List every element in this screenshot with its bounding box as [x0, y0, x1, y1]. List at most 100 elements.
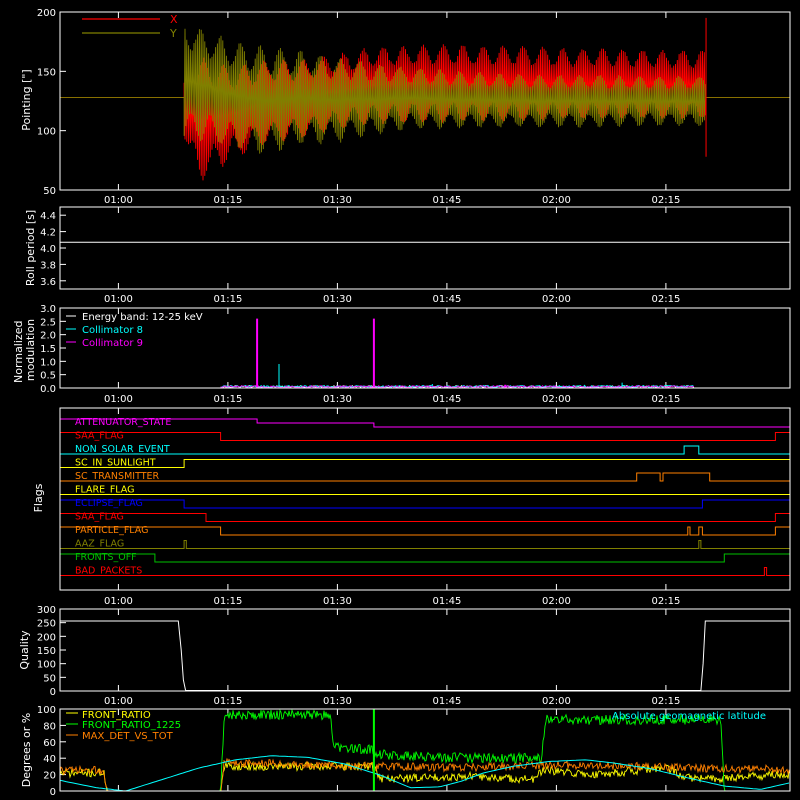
x-tick-label: 02:15: [651, 696, 680, 707]
y-tick-label: 150: [37, 646, 56, 657]
y-tick-label: 4.2: [40, 228, 56, 239]
modulation-series-1: [220, 384, 695, 389]
x-tick-label: 01:00: [104, 394, 133, 405]
pointing-panel: Pointing ["] 50 100 150 200 01:00 01:15 01:30…: [20, 8, 791, 206]
legend-label-energy: Energy band: 12-25 keV: [82, 312, 203, 323]
y-tick-label: 0: [50, 787, 56, 798]
x-tick-label: 01:00: [104, 596, 133, 607]
y-tick-label: 4.0: [40, 244, 56, 255]
flag-label-saa-flag: SAA_FLAG: [75, 431, 124, 442]
y-tick-label: 100: [37, 705, 56, 716]
modulation-yticks: 0.0 0.5 1.0 1.5 2.0 2.5 3.0: [40, 304, 56, 395]
pointing-legend: X Y: [82, 13, 178, 40]
y-tick-label: 200: [37, 632, 56, 643]
y-tick-label: 0.0: [40, 384, 56, 395]
pointing-ylabel: Pointing ["]: [20, 69, 33, 130]
flag-label-bad-packets: BAD_PACKETS: [75, 566, 142, 577]
flag-label-sc-in-sunlight: SC_IN_SUNLIGHT: [75, 458, 156, 469]
x-tick-label: 02:15: [651, 294, 680, 305]
flag-label-particle-flag: PARTICLE_FLAG: [75, 525, 148, 536]
y-tick-label: 1.0: [40, 357, 56, 368]
x-tick-label: 01:45: [432, 596, 461, 607]
quality-frame: [59, 608, 791, 692]
flags-xticks: 01:00 01:15 01:30 01:45 02:00 02:15: [104, 596, 680, 607]
flags-ylabel: Flags: [32, 483, 45, 512]
roll-period-xticks: 01:00 01:15 01:30 01:45 02:00 02:15: [104, 294, 680, 305]
y-tick-label: 50: [43, 186, 56, 197]
flags-frame: [59, 407, 791, 591]
legend-label-front-ratio-1225: FRONT_RATIO_1225: [82, 720, 181, 731]
modulation-plot-area: [60, 307, 695, 389]
y-tick-label: 300: [37, 605, 56, 616]
y-tick-label: 60: [43, 738, 56, 749]
modulation-ylabel-line2: modulation: [24, 319, 37, 381]
legend-label-x: X: [170, 13, 178, 26]
legend-label-collimator-8: Collimator 8: [82, 325, 143, 336]
y-tick-label: 100: [37, 660, 56, 671]
x-tick-label: 02:00: [542, 696, 571, 707]
quality-yticks: 0 50 100 150 200 250 300: [37, 605, 56, 698]
ratios-frame: [59, 708, 791, 792]
flag-label-eclipse-flag: ECLIPSE_FLAG: [75, 498, 143, 509]
x-tick-label: 01:15: [213, 294, 242, 305]
x-tick-label: 01:00: [104, 294, 133, 305]
x-tick-label: 02:15: [651, 394, 680, 405]
x-tick-label: 01:30: [323, 596, 352, 607]
flag-trace-fronts-off: [60, 553, 790, 563]
pointing-frame: [59, 11, 791, 191]
x-tick-label: 01:45: [432, 696, 461, 707]
modulation-xticks: 01:00 01:15 01:30 01:45 02:00 02:15: [104, 394, 680, 405]
y-tick-label: 3.6: [40, 277, 56, 288]
x-tick-label: 02:00: [542, 294, 571, 305]
flag-label-fronts-off: FRONTS_OFF: [75, 552, 137, 563]
ratios-legend: FRONT_RATIO FRONT_RATIO_1225 MAX_DET_VS_…: [66, 710, 766, 742]
x-tick-label: 01:30: [323, 294, 352, 305]
y-tick-label: 40: [43, 754, 56, 765]
ratio-series-3: [59, 755, 790, 792]
flag-trace-bad-packets: [60, 567, 790, 576]
legend-label-collimator-9: Collimator 9: [82, 338, 143, 349]
x-tick-label: 01:30: [323, 696, 352, 707]
y-tick-label: 200: [37, 8, 56, 19]
y-tick-label: 3.0: [40, 304, 56, 315]
y-tick-label: 250: [37, 619, 56, 630]
pointing-yticks: 50 100 150 200: [37, 8, 56, 197]
x-tick-label: 01:45: [432, 195, 461, 206]
quality-ylabel: Quality: [18, 630, 31, 670]
modulation-series-2: [220, 384, 694, 389]
y-tick-label: 150: [37, 67, 56, 78]
x-tick-label: 01:15: [213, 596, 242, 607]
flag-trace-sc-in-sunlight: [60, 459, 790, 468]
modulation-panel: Normalized modulation 0.0 0.5 1.0 1.5 2.0 2.5…: [12, 304, 791, 405]
y-tick-label: 4.4: [40, 211, 56, 222]
roll-period-frame: [59, 206, 791, 290]
y-tick-label: 0.5: [40, 371, 56, 382]
flag-trace-eclipse-flag: [60, 499, 790, 509]
modulation-ylabel-line1: Normalized: [12, 321, 25, 383]
quality-xticks: 01:00 01:15 01:30 01:45 02:00 02:15: [104, 696, 680, 707]
x-tick-label: 01:30: [323, 394, 352, 405]
roll-period-plot-area: [60, 207, 790, 289]
flag-label-sc-transmitter: SC_TRANSMITTER: [75, 471, 160, 482]
x-tick-label: 01:00: [104, 195, 133, 206]
flag-trace-attenuator-state: [60, 418, 790, 428]
ratios-panel: Degrees or % 0 20 40 60 80 100 FRONT_RATIO FR…: [20, 705, 791, 798]
flag-trace-sc-transmitter: [60, 472, 790, 482]
pointing-plot-area: [60, 11, 790, 191]
flags-panel: Flags 01:00 01:15 01:30 01:45 02:00 02:15 ATT…: [32, 407, 791, 607]
flag-label-attenuator-state: ATTENUATOR_STATE: [75, 417, 171, 428]
y-tick-label: 20: [43, 771, 56, 782]
x-tick-label: 02:15: [651, 596, 680, 607]
y-tick-label: 1.5: [40, 344, 56, 355]
modulation-frame: [59, 307, 791, 389]
x-tick-label: 01:15: [213, 696, 242, 707]
y-tick-label: 2.0: [40, 331, 56, 342]
legend-label-y: Y: [169, 27, 177, 40]
flag-label-non-solar-event: NON_SOLAR_EVENT: [75, 444, 170, 455]
legend-label-max-det: MAX_DET_VS_TOT: [82, 731, 174, 742]
y-tick-label: 80: [43, 721, 56, 732]
x-tick-label: 01:45: [432, 294, 461, 305]
flag-label-aaz-flag: AAZ_FLAG: [75, 539, 124, 550]
flag-label-saa-flag: SAA_FLAG: [75, 512, 124, 523]
